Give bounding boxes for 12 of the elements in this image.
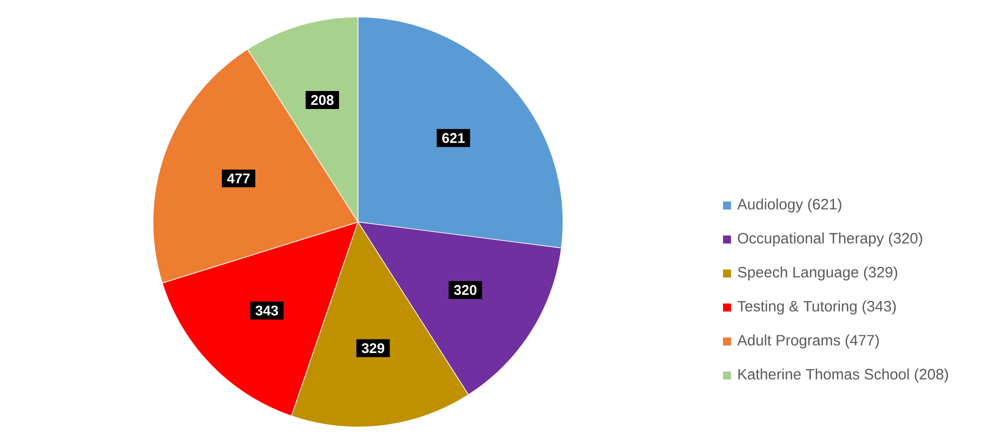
- legend-label: Occupational Therapy (320): [738, 232, 922, 246]
- data-label: 320: [454, 285, 476, 295]
- data-label: 621: [442, 133, 465, 143]
- data-label: 208: [311, 95, 334, 105]
- legend-label: Speech Language (329): [738, 266, 898, 280]
- legend-label: Testing & Tutoring (343): [738, 300, 896, 314]
- data-label: 477: [227, 174, 250, 184]
- legend-label: Adult Programs (477): [737, 334, 879, 348]
- data-label: 343: [255, 306, 278, 316]
- data-label: 329: [362, 343, 384, 354]
- legend-label: Audiology (621): [737, 198, 842, 212]
- legend-label: Katherine Thomas School (208): [738, 368, 948, 382]
